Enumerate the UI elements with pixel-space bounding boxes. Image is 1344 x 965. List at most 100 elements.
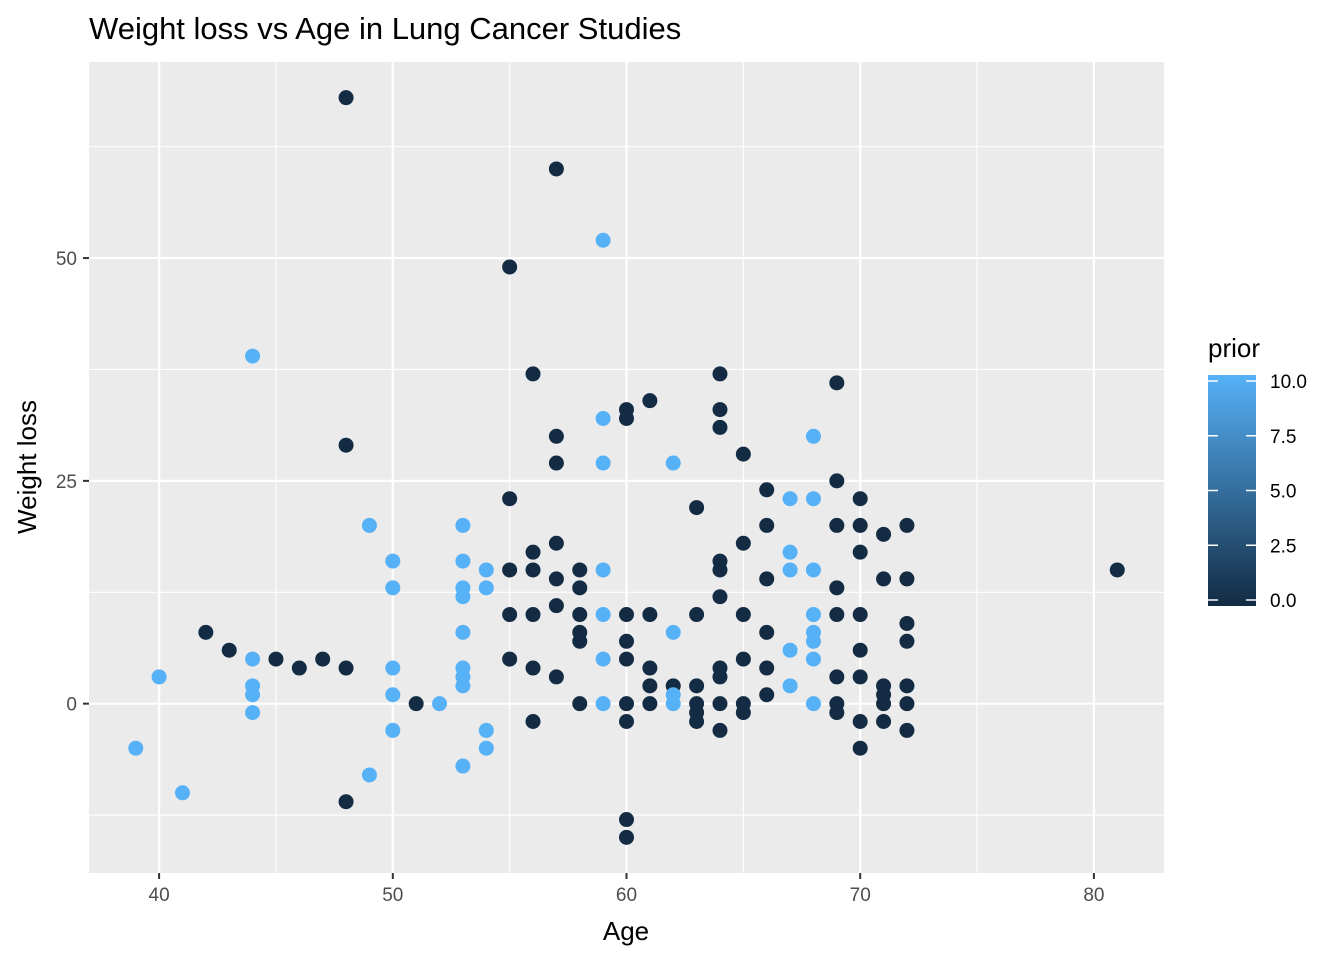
data-point — [572, 580, 588, 596]
data-point — [525, 713, 541, 729]
data-point — [338, 437, 354, 453]
data-point — [899, 615, 915, 631]
data-point — [876, 713, 892, 729]
data-point — [502, 607, 518, 623]
data-point — [759, 482, 775, 498]
data-point — [642, 696, 658, 712]
legend-tick-label: 7.5 — [1270, 427, 1296, 448]
data-point — [805, 696, 821, 712]
legend-tick-label: 5.0 — [1270, 482, 1296, 503]
x-tick-label: 50 — [382, 885, 403, 906]
data-point — [735, 535, 751, 551]
data-point — [548, 535, 564, 551]
data-point — [712, 366, 728, 382]
data-point — [455, 678, 471, 694]
data-point — [572, 562, 588, 578]
data-point — [852, 491, 868, 507]
data-point — [525, 562, 541, 578]
data-point — [712, 589, 728, 605]
data-point — [712, 722, 728, 738]
data-point — [689, 713, 705, 729]
data-point — [805, 491, 821, 507]
data-point — [478, 740, 494, 756]
data-point — [619, 713, 634, 729]
data-point — [455, 589, 471, 605]
data-point — [852, 517, 868, 533]
data-point — [876, 696, 892, 712]
data-point — [174, 785, 190, 801]
data-point — [642, 660, 658, 676]
data-point — [782, 678, 798, 694]
data-point — [595, 607, 611, 623]
data-point — [619, 633, 634, 649]
data-points — [128, 90, 1125, 845]
data-point — [548, 428, 564, 444]
data-point — [619, 410, 634, 426]
data-point — [338, 794, 354, 810]
data-point — [642, 678, 658, 694]
data-point — [548, 669, 564, 685]
data-point — [852, 669, 868, 685]
data-point — [338, 90, 354, 106]
data-point — [876, 571, 892, 587]
data-point — [829, 375, 845, 391]
data-point — [899, 722, 915, 738]
data-point — [455, 624, 471, 640]
data-point — [385, 722, 401, 738]
data-point — [712, 669, 728, 685]
data-point — [128, 740, 144, 756]
data-point — [595, 562, 611, 578]
data-point — [315, 651, 331, 667]
data-point — [852, 713, 868, 729]
x-tick-label: 70 — [850, 885, 871, 906]
data-point — [712, 419, 728, 435]
legend-tick-label: 0.0 — [1270, 591, 1296, 612]
data-point — [455, 553, 471, 569]
data-point — [525, 660, 541, 676]
y-tick-label: 0 — [66, 695, 77, 716]
legend-ticks: 0.0 2.5 5.0 7.5 10.0 — [1208, 372, 1307, 612]
data-point — [805, 651, 821, 667]
data-point — [712, 402, 728, 418]
data-point — [899, 517, 915, 533]
data-point — [385, 580, 401, 596]
data-point — [432, 696, 448, 712]
y-axis-label: Weight loss — [12, 400, 42, 534]
data-point — [572, 607, 588, 623]
data-point — [525, 366, 541, 382]
data-point — [595, 696, 611, 712]
data-point — [595, 410, 611, 426]
data-point — [805, 607, 821, 623]
data-point — [689, 678, 705, 694]
data-point — [712, 562, 728, 578]
data-point — [1109, 562, 1125, 578]
data-point — [805, 633, 821, 649]
data-point — [782, 642, 798, 658]
data-point — [572, 633, 588, 649]
data-point — [502, 259, 518, 275]
data-point — [619, 812, 634, 828]
data-point — [619, 829, 634, 845]
data-point — [478, 722, 494, 738]
data-point — [408, 696, 424, 712]
data-point — [619, 651, 634, 667]
data-point — [665, 696, 681, 712]
data-point — [759, 571, 775, 587]
data-point — [759, 660, 775, 676]
x-axis-label: Age — [603, 916, 649, 946]
data-point — [291, 660, 307, 676]
data-point — [548, 161, 564, 177]
data-point — [268, 651, 284, 667]
axes: 40 50 60 70 80 0 25 50 — [56, 249, 1105, 906]
data-point — [759, 624, 775, 640]
data-point — [245, 705, 261, 721]
data-point — [572, 696, 588, 712]
data-point — [852, 607, 868, 623]
data-point — [502, 491, 518, 507]
data-point — [502, 651, 518, 667]
data-point — [642, 607, 658, 623]
legend-title: prior — [1208, 333, 1260, 363]
data-point — [548, 455, 564, 471]
data-point — [548, 571, 564, 587]
